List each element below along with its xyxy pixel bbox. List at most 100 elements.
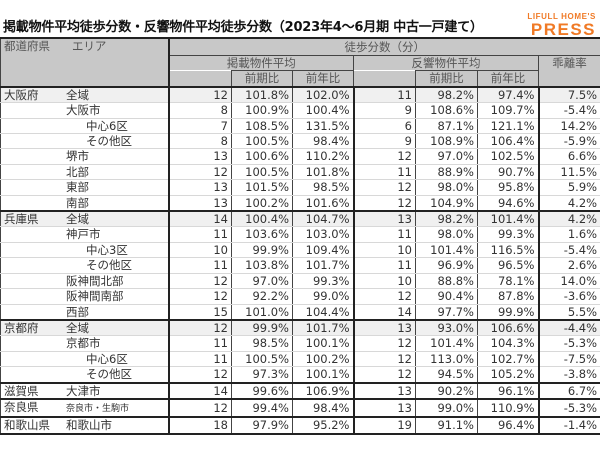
l-yoy-cell: 100.4% [292, 102, 354, 119]
r-cell: 9 [352, 133, 416, 150]
walking-minutes-table: 都道府県 エリア 徒歩分数（分） 掲載物件平均 反響物件平均 乖離率 前期比 前… [0, 37, 600, 435]
r-cell: 11 [352, 85, 416, 104]
l-cell: 11 [168, 351, 232, 368]
area-label: 京都市 [66, 336, 101, 351]
r-cell: 11 [352, 226, 416, 243]
pref-area-cell: 南部 [0, 195, 170, 212]
header-divergence: 乖離率 [537, 54, 600, 87]
area-label: 奈良市・生駒市 [66, 403, 130, 414]
l-cell: 18 [168, 416, 232, 435]
divergence-cell: -5.3% [537, 397, 600, 418]
r-qoq-cell: 98.2% [415, 210, 478, 228]
r-qoq-cell: 98.0% [415, 179, 478, 196]
table-row: 阪神間北部 12 97.0% 99.3% 10 88.8% 78.1% 14.0% [0, 273, 600, 290]
l-yoy-cell: 106.9% [292, 381, 354, 400]
divergence-cell: -5.9% [537, 133, 600, 150]
r-cell: 12 [352, 366, 416, 384]
pref-area-cell: 京都市 [0, 335, 170, 352]
r-qoq-cell: 97.7% [415, 304, 478, 321]
l-qoq-cell: 101.8% [231, 85, 293, 104]
area-label: 北部 [66, 164, 89, 179]
r-qoq-cell: 94.5% [415, 366, 478, 384]
table-row: 西部 15 101.0% 104.4% 14 97.7% 99.9% 5.5% [0, 304, 600, 321]
r-qoq-cell: 91.1% [415, 416, 478, 435]
l-yoy-cell: 100.1% [292, 335, 354, 352]
r-qoq-cell: 113.0% [415, 351, 478, 368]
area-label: 阪神間南部 [66, 289, 124, 304]
header-listing-avg: 掲載物件平均 [168, 54, 354, 71]
l-cell: 14 [168, 210, 232, 228]
area-label: 南部 [66, 195, 89, 210]
header-response-qoq: 前期比 [415, 70, 478, 87]
r-yoy-cell: 78.1% [477, 273, 539, 290]
l-cell: 12 [168, 273, 232, 290]
header-pref-area: 都道府県 エリア [0, 38, 170, 87]
l-yoy-cell: 100.1% [292, 366, 354, 384]
l-qoq-cell: 100.2% [231, 195, 293, 212]
pref-area-cell: 神戸市 [0, 226, 170, 243]
pref-area-cell: 中心6区 [0, 118, 170, 135]
r-yoy-cell: 99.9% [477, 304, 539, 321]
l-yoy-cell: 103.0% [292, 226, 354, 243]
r-yoy-cell: 96.4% [477, 416, 539, 435]
r-qoq-cell: 104.9% [415, 195, 478, 212]
divergence-cell: -3.8% [537, 366, 600, 384]
r-yoy-cell: 106.4% [477, 133, 539, 150]
l-cell: 8 [168, 133, 232, 150]
r-qoq-cell: 88.9% [415, 164, 478, 181]
r-cell: 12 [352, 288, 416, 305]
divergence-cell: 6.6% [537, 148, 600, 165]
area-label: その他区 [86, 134, 132, 149]
area-label: 和歌山市 [66, 418, 112, 433]
l-cell: 13 [168, 195, 232, 212]
r-cell: 11 [352, 164, 416, 181]
table-row: その他区 12 97.3% 100.1% 12 94.5% 105.2% -3.8% [0, 366, 600, 384]
table-row: 北部 12 100.5% 101.8% 11 88.9% 90.7% 11.5% [0, 164, 600, 181]
r-yoy-cell: 102.5% [477, 148, 539, 165]
area-label: その他区 [86, 258, 132, 273]
pref-area-cell: 東部 [0, 179, 170, 196]
r-cell: 12 [352, 335, 416, 352]
l-qoq-cell: 98.5% [231, 335, 293, 352]
r-qoq-cell: 98.2% [415, 85, 478, 104]
r-cell: 13 [352, 210, 416, 228]
pref-area-cell: 大阪市 [0, 102, 170, 119]
l-qoq-cell: 100.5% [231, 133, 293, 150]
table-row: 阪神間南部 12 92.2% 99.0% 12 90.4% 87.8% -3.6% [0, 288, 600, 305]
l-cell: 12 [168, 85, 232, 104]
pref-area-cell: その他区 [0, 366, 170, 384]
divergence-cell: 4.2% [537, 210, 600, 228]
r-yoy-cell: 109.7% [477, 102, 539, 119]
table-title: 掲載物件平均徒歩分数・反響物件平均徒歩分数（2023年4〜6月期 中古一戸建て） [3, 20, 483, 35]
r-qoq-cell: 99.0% [415, 397, 478, 418]
pref-label: 大阪府 [4, 87, 39, 102]
logo-line2: PRESS [530, 20, 596, 39]
divergence-cell: 7.5% [537, 85, 600, 104]
r-qoq-cell: 98.0% [415, 226, 478, 243]
divergence-cell: 11.5% [537, 164, 600, 181]
area-label: 中心3区 [86, 242, 128, 257]
r-yoy-cell: 104.3% [477, 335, 539, 352]
r-qoq-cell: 108.6% [415, 102, 478, 119]
l-yoy-cell: 100.2% [292, 351, 354, 368]
l-cell: 11 [168, 226, 232, 243]
pref-label: 奈良県 [4, 399, 39, 414]
l-yoy-cell: 104.4% [292, 304, 354, 321]
divergence-cell: -7.5% [537, 351, 600, 368]
header-walking-minutes: 徒歩分数（分） [167, 38, 600, 56]
l-qoq-cell: 100.6% [231, 148, 293, 165]
table-row: 神戸市 11 103.6% 103.0% 11 98.0% 99.3% 1.6% [0, 226, 600, 243]
l-qoq-cell: 103.6% [231, 226, 293, 243]
l-qoq-cell: 100.5% [231, 164, 293, 181]
r-cell: 10 [352, 242, 416, 259]
table-body: 大阪府 全域 12 101.8% 102.0% 11 98.2% 97.4% 7.5% 大阪市 8 1… [0, 85, 600, 435]
table-row: 京都市 11 98.5% 100.1% 12 101.4% 104.3% -5.3% [0, 335, 600, 352]
l-qoq-cell: 97.3% [231, 366, 293, 384]
area-label: 大阪市 [66, 103, 101, 118]
divergence-cell: -5.3% [537, 335, 600, 352]
pref-area-cell: その他区 [0, 133, 170, 150]
r-cell: 12 [352, 351, 416, 368]
area-label: 阪神間北部 [66, 273, 124, 288]
r-yoy-cell: 105.2% [477, 366, 539, 384]
table-row: 兵庫県 全域 14 100.4% 104.7% 13 98.2% 101.4% 4.2% [0, 210, 600, 228]
